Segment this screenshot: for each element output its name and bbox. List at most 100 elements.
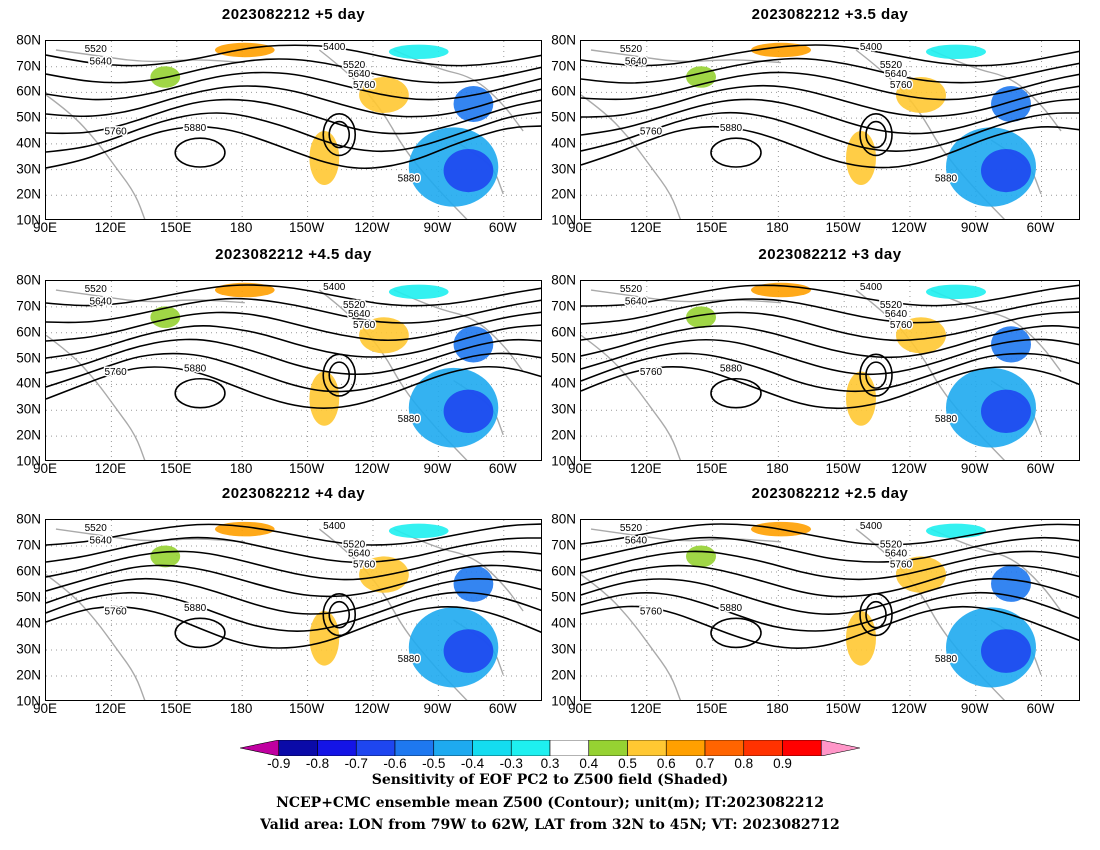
z500-contour [46,564,541,598]
sensitivity-shading [846,371,876,426]
z500-contour [581,338,1079,376]
z500-contour [581,366,1079,410]
colorbar-segment [510,740,551,756]
colorbar-segment [317,740,357,756]
lat-tick-label: 70N [551,537,576,553]
z500-contour [581,591,1079,632]
z500-contour [581,352,1079,393]
contour-label: 5520 [880,60,903,71]
z500-contour [46,71,541,101]
sensitivity-shading [686,545,716,568]
z500-contour [581,84,1079,118]
map-area: 5400 5520 5640 5520 5640 5760 5760 5880 5880 [45,40,542,220]
lat-tick-label: 20N [551,667,576,683]
lat-tick-label: 20N [551,186,576,202]
z500-contour [46,284,541,307]
contour-label: 5880 [398,173,421,184]
sensitivity-shading [686,306,716,329]
z500-contour [581,325,1079,359]
colorbar-tick-label: 0.5 [618,756,637,771]
sensitivity-shading [896,556,946,593]
contour-label: 5880 [720,123,743,134]
sensitivity-shading [846,611,876,666]
lat-tick-label: 80N [551,272,576,288]
z500-contour [46,111,541,153]
coastline [393,528,524,612]
contour-label: 5640 [90,297,113,308]
lon-tick-label: 90E [567,701,593,716]
contour-label: 5760 [890,80,913,91]
lat-tick-label: 10N [16,453,41,469]
contour-label: 5880 [720,603,743,614]
z500-contour [46,338,541,376]
sensitivity-shading [896,77,946,113]
sensitivity-shading [896,317,946,354]
colorbar-tick-label: 0.3 [540,756,560,771]
sensitivity-shading [981,629,1031,673]
contour-label: 5640 [625,536,648,547]
lat-tick-label: 60N [16,563,41,579]
z500-contour [46,365,541,409]
lat-tick-label: 80N [551,32,576,48]
contour-label: 5400 [323,42,346,53]
lat-tick-label: 70N [16,298,41,314]
lon-tick-label: 60W [1026,701,1055,716]
caption-contour: NCEP+CMC ensemble mean Z500 (Contour); u… [276,795,824,811]
coastline [55,528,245,543]
map-panel-6: 2023082212 +2.5 day 5400 5520 5640 5520 5640 5… [551,485,1080,716]
contour-label: 5880 [720,364,743,375]
z500-contour [46,324,541,359]
caption-valid-area: Valid area: LON from 79W to 62W, LAT fro… [260,817,840,833]
z500-contour [46,352,541,393]
colorbar-segment [627,740,667,756]
sensitivity-shading [991,86,1031,122]
lon-tick-label: 90E [32,220,58,235]
lat-tick-label: 70N [16,537,41,553]
lat-tick-label: 40N [16,135,41,151]
lon-tick-label: 150E [695,701,728,716]
contour-label: 5400 [323,521,346,532]
lon-tick-label: 120E [94,701,127,716]
contour-label: 5520 [880,539,903,550]
sensitivity-shading [453,326,494,363]
coastline [46,334,146,460]
contour-label: 5520 [880,300,903,311]
contour-label: 5640 [625,297,648,308]
contour-label: 5640 [348,548,371,559]
colorbar-tick-label: 0.9 [773,756,792,771]
contour-label: 5760 [104,367,127,378]
sensitivity-shading [443,149,494,193]
lon-tick-label: 150E [695,461,728,476]
colorbar-tick-label: -0.7 [344,756,368,771]
lat-tick-label: 60N [551,563,576,579]
z500-contour [581,125,1079,169]
contour-label: 5640 [90,56,113,67]
lon-tick-label: 60W [488,220,517,235]
contour-label: 5760 [353,80,376,91]
contour-label: 5640 [625,56,648,67]
colorbar-segment [704,740,745,756]
closed-contour [710,137,762,168]
z500-contour [581,284,1079,307]
colorbar-tick-label: 0.7 [695,756,715,771]
lat-tick-label: 50N [551,109,576,125]
lon-tick-label: 120W [354,701,390,716]
colorbar-segment [665,740,706,756]
contour-label: 5760 [890,559,913,570]
lon-tick-label: 150E [160,220,192,235]
lon-tick-label: 150W [288,461,325,476]
lat-tick-label: 50N [551,350,576,366]
lat-tick-label: 20N [551,427,576,443]
z500-contour [46,523,541,546]
lon-tick-label: 150E [160,701,192,716]
lon-tick-label: 150E [695,220,728,235]
lat-tick-label: 80N [16,272,41,288]
contour-label: 5640 [885,69,908,80]
z500-contour [581,111,1079,152]
colorbar-tick-label: -0.4 [460,756,485,771]
z500-contour [46,297,541,324]
contour-label: 5760 [353,559,376,570]
contour-label: 5880 [184,603,207,614]
